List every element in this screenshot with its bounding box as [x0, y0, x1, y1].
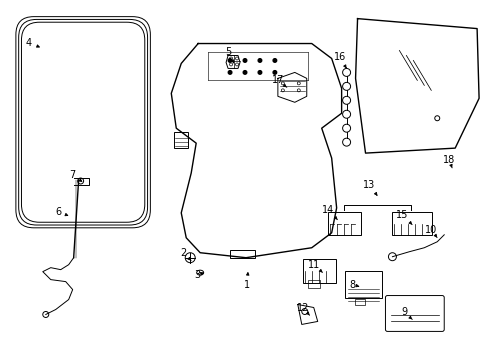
Text: 17: 17 — [271, 75, 286, 87]
Circle shape — [272, 59, 276, 62]
Text: 3: 3 — [194, 270, 203, 280]
Text: 5: 5 — [224, 48, 233, 63]
Text: 11: 11 — [307, 260, 322, 273]
Circle shape — [243, 59, 246, 62]
Circle shape — [272, 71, 276, 74]
Circle shape — [228, 71, 231, 74]
Bar — [302, 259, 335, 283]
Text: 15: 15 — [395, 210, 411, 225]
Circle shape — [258, 59, 261, 62]
Text: 2: 2 — [180, 248, 191, 261]
Text: 14: 14 — [321, 205, 337, 220]
Bar — [174, 132, 188, 148]
Text: 13: 13 — [363, 180, 376, 195]
Text: 6: 6 — [56, 207, 68, 217]
Text: 1: 1 — [244, 273, 249, 289]
Bar — [327, 212, 360, 235]
Text: 10: 10 — [424, 225, 436, 238]
Bar — [354, 298, 364, 305]
Text: 7: 7 — [69, 170, 81, 181]
Text: 18: 18 — [442, 155, 454, 168]
Text: 16: 16 — [333, 53, 346, 68]
Text: 12: 12 — [296, 302, 309, 315]
Bar — [344, 271, 382, 298]
Bar — [392, 212, 431, 235]
Circle shape — [228, 59, 231, 62]
Text: 4: 4 — [26, 37, 39, 48]
Text: 9: 9 — [401, 307, 411, 319]
Circle shape — [258, 71, 261, 74]
Bar — [307, 280, 319, 288]
Bar — [229, 250, 254, 258]
Circle shape — [243, 71, 246, 74]
Text: 8: 8 — [349, 280, 358, 289]
